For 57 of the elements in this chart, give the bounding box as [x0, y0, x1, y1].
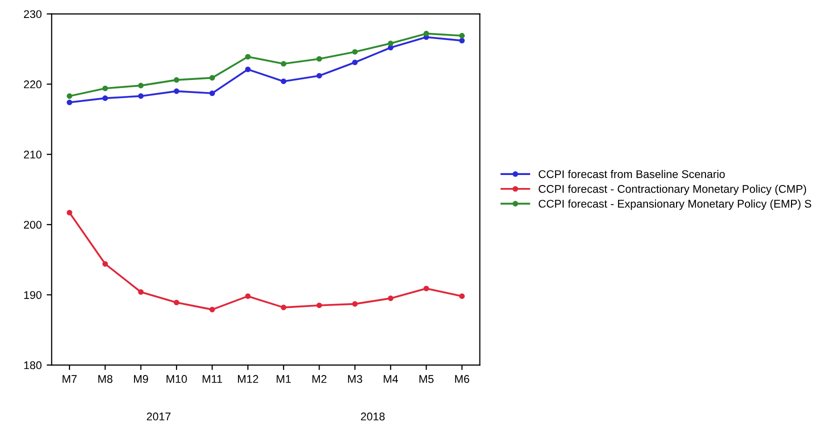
text: 2018 [360, 412, 385, 420]
point [138, 93, 144, 99]
point [388, 296, 394, 302]
point [174, 77, 180, 83]
x-tick-label: M6 [455, 375, 470, 383]
x-tick-label: M11 [202, 375, 222, 383]
point [352, 49, 358, 55]
point [388, 40, 394, 46]
x-tick-label: M8 [98, 375, 112, 383]
x-tick-label: M3 [348, 375, 362, 383]
point [245, 66, 251, 72]
point [245, 54, 251, 60]
point [245, 293, 251, 299]
point [352, 60, 358, 66]
point [209, 75, 215, 81]
point [316, 56, 322, 62]
x-tick-label: M7 [62, 375, 77, 383]
point [138, 82, 144, 88]
point [316, 302, 322, 308]
x-tick-label: M1 [276, 375, 291, 383]
legend-label: CCPI forecast - Expansionary Monetary Policy (EMP) S [538, 200, 812, 210]
point [174, 300, 180, 306]
x-tick-label: M10 [166, 375, 187, 383]
x-tick-label: M9 [134, 375, 148, 383]
point [424, 286, 430, 292]
y-tick-label: 210 [24, 150, 42, 159]
y-tick-label: 180 [24, 361, 42, 370]
point [138, 289, 144, 295]
point [280, 304, 286, 310]
point [66, 100, 72, 106]
point [174, 88, 180, 94]
point [209, 306, 215, 312]
point [459, 38, 465, 44]
point [102, 95, 108, 101]
x-tick-label: M5 [419, 375, 434, 383]
text: 2017 [146, 412, 170, 420]
y-tick-label: 220 [24, 80, 42, 88]
point [352, 301, 358, 307]
point [102, 261, 108, 267]
point [66, 210, 72, 216]
x-tick-label: M12 [238, 375, 258, 383]
point [280, 61, 286, 67]
point [280, 78, 286, 84]
point [459, 32, 465, 38]
y-tick-label: 200 [24, 220, 42, 229]
point [66, 93, 72, 99]
point [316, 72, 322, 78]
point [459, 293, 465, 299]
x-tick-label: M4 [384, 375, 398, 383]
point [209, 90, 215, 96]
legend-label: CCPI forecast from Baseline Scenario [538, 170, 725, 178]
legend-label: CCPI forecast - Contractionary Monetary Policy (CMP) [538, 184, 806, 196]
x-tick-label: M2 [312, 375, 326, 383]
point [424, 30, 430, 36]
y-tick-label: 230 [24, 10, 42, 18]
y-tick-label: 190 [24, 291, 42, 299]
point [102, 86, 108, 92]
